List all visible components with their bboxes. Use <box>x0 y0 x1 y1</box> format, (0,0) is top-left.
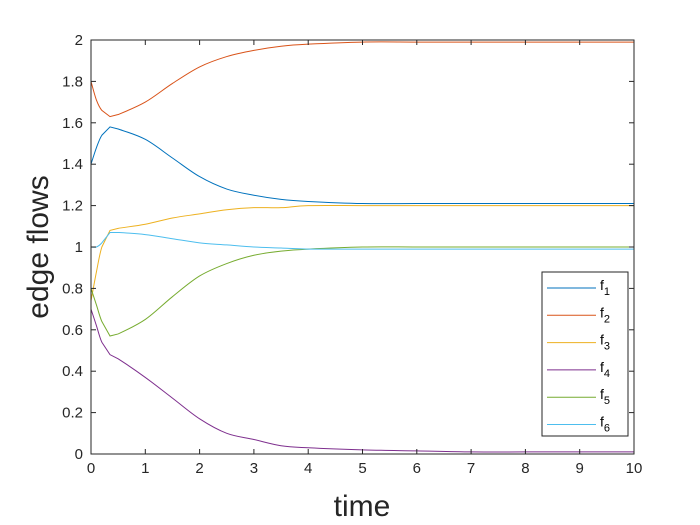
legend-label-f1: f1 <box>600 277 610 298</box>
axes-box <box>90 39 635 455</box>
y-tick-label: 1.8 <box>62 73 83 90</box>
x-tick-label: 2 <box>195 460 203 477</box>
series-line-f2 <box>90 41 634 118</box>
x-tick-label: 9 <box>576 460 584 477</box>
series-layer <box>90 41 634 453</box>
x-tick-label: 5 <box>358 460 366 477</box>
legend-label-f6: f6 <box>600 414 610 435</box>
series-line-f6 <box>90 232 634 250</box>
legend: f1 f2 f3 f4 f5 f6 <box>541 271 629 437</box>
y-tick-label: 1.2 <box>62 198 83 215</box>
legend-label-f2: f2 <box>600 304 610 325</box>
y-tick-label: 1 <box>75 239 83 256</box>
series-line-f1 <box>90 126 634 205</box>
x-axis-title: time <box>334 490 391 523</box>
series-line-f5 <box>90 246 634 337</box>
y-tick-label: 1.4 <box>62 156 83 173</box>
y-tick-label: 0 <box>75 446 83 463</box>
y-tick-label: 1.6 <box>62 115 83 132</box>
legend-label-f3: f3 <box>600 332 610 353</box>
x-tick-label: 6 <box>413 460 421 477</box>
x-tick-label: 1 <box>141 460 149 477</box>
legend-label-f4: f4 <box>600 359 610 380</box>
x-tick-label: 0 <box>87 460 95 477</box>
x-tick-label: 7 <box>467 460 475 477</box>
y-tick-label: 0.8 <box>62 280 83 297</box>
y-tick-label: 0.6 <box>62 322 83 339</box>
legend-label-f5: f5 <box>600 386 610 407</box>
x-tick-label: 3 <box>250 460 258 477</box>
y-tick-label: 2 <box>75 32 83 49</box>
x-tick-label: 10 <box>626 460 643 477</box>
series-line-f3 <box>90 204 634 301</box>
y-tick-label: 0.2 <box>62 405 83 422</box>
legend-box <box>541 271 629 437</box>
y-tick-label: 0.4 <box>62 363 83 380</box>
x-tick-label: 4 <box>304 460 312 477</box>
series-line-f4 <box>90 308 634 453</box>
y-axis-title: edge flows <box>22 175 55 318</box>
x-tick-label: 8 <box>521 460 529 477</box>
tick-layer: 0 1 2 3 4 5 6 7 8 9 10 0 0.2 0.4 0.6 0.8 1 1.2 1.4 1.6 1.8 2 <box>62 32 642 477</box>
